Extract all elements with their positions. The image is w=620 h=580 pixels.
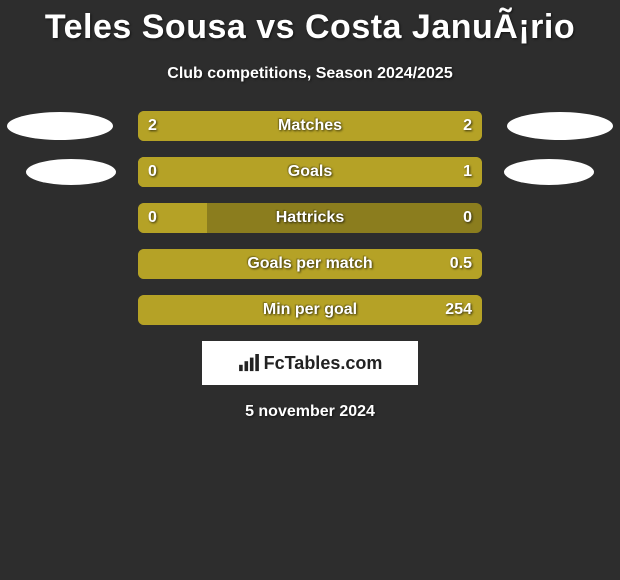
stat-row: Min per goal254 (0, 295, 620, 325)
player-avatar-left (7, 112, 113, 140)
comparison-chart: Matches22Goals01Hattricks00Goals per mat… (0, 111, 620, 325)
stat-label: Goals (138, 157, 482, 187)
bar-track: Goals per match0.5 (138, 249, 482, 279)
stat-row: Goals0 1 (0, 157, 620, 187)
player-avatar-right (507, 112, 613, 140)
stat-label: Goals per match (138, 249, 482, 279)
logo: FcTables.com (238, 353, 383, 374)
stat-value-right: 0 (463, 203, 472, 233)
player-avatar-left (26, 159, 116, 185)
bar-track: Min per goal254 (138, 295, 482, 325)
bar-chart-icon (238, 354, 260, 372)
stat-label: Min per goal (138, 295, 482, 325)
stat-value-left: 2 (148, 111, 157, 141)
stat-row: Goals per match0.5 (0, 249, 620, 279)
stat-value-right: 1 (463, 157, 472, 187)
stat-value-left: 0 (148, 157, 157, 187)
infographic-container: Teles Sousa vs Costa JanuÃ¡rio Club comp… (0, 0, 620, 580)
stat-value-right: 254 (445, 295, 472, 325)
bar-track: Hattricks0 0 (138, 203, 482, 233)
bar-track: Matches2 2 (138, 111, 482, 141)
stat-value-right: 2 (463, 111, 472, 141)
bar-track: Goals0 1 (138, 157, 482, 187)
logo-text: FcTables.com (264, 353, 383, 374)
page-title: Teles Sousa vs Costa JanuÃ¡rio (0, 0, 620, 47)
stat-row: Matches2 2 (0, 111, 620, 141)
stat-label: Hattricks (138, 203, 482, 233)
subtitle: Club competitions, Season 2024/2025 (0, 65, 620, 83)
logo-box: FcTables.com (202, 341, 418, 385)
date-label: 5 november 2024 (0, 403, 620, 421)
stat-row: Hattricks0 0 (0, 203, 620, 233)
stat-value-right: 0.5 (450, 249, 472, 279)
stat-value-left: 0 (148, 203, 157, 233)
player-avatar-right (504, 159, 594, 185)
stat-label: Matches (138, 111, 482, 141)
